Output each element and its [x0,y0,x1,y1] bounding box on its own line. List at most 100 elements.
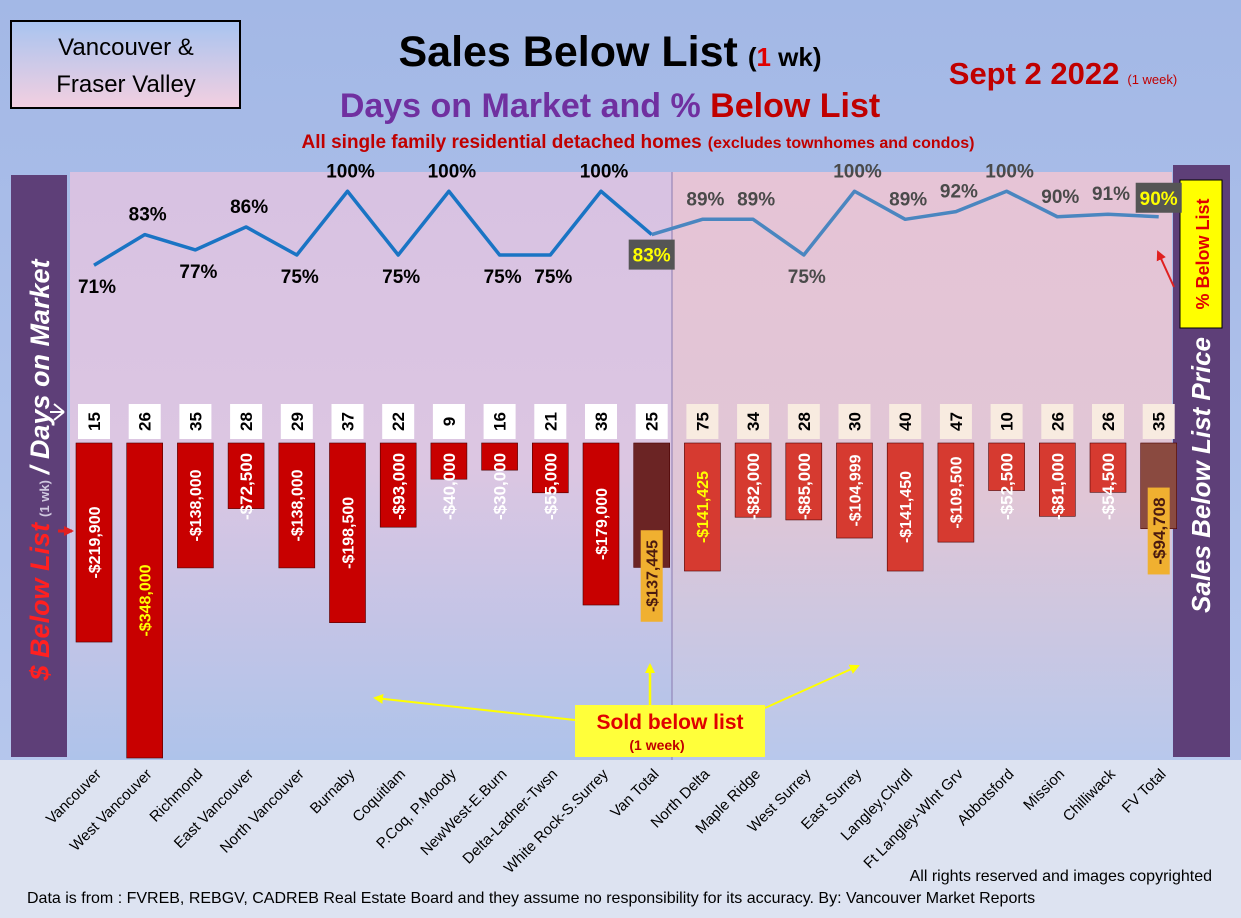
bar [329,442,366,623]
bar-value-label: -$55,000 [541,453,560,520]
date-main: Sept 2 2022 [949,56,1120,91]
bar [734,442,772,518]
days-labels-layer: 15 26 35 28 29 37 22 9 16 21 38 25 75 34 28 30 40 47 10 26 2… [78,404,1175,439]
bar [75,442,113,643]
bar-value-label: -$348,000 [137,564,154,636]
right-legend-box [1179,179,1223,329]
bar [937,442,975,543]
bar [379,442,417,528]
days-box [534,404,567,439]
percent-line-vancouver [93,189,653,267]
bar [126,442,163,759]
bar [684,442,721,572]
bar [582,442,620,606]
percent-value-label: 90% [1140,189,1178,210]
left-title-part2: (1 wk) [37,480,52,517]
days-box [838,404,871,439]
percent-value-label: 77% [179,262,217,283]
bar-value-label: -$30,000 [491,453,510,520]
bar-value-label: -$81,000 [1048,453,1067,520]
bar [177,442,214,569]
bar [988,442,1025,491]
bar-value-label: -$104,999 [847,454,864,526]
bar [1039,442,1076,517]
percent-value-label: 100% [428,161,477,182]
region-line2: Fraser Valley [56,71,196,98]
percent-label-highlight [628,239,675,270]
days-box [432,404,465,439]
plot-area-vancouver [70,172,672,760]
bar [430,442,468,480]
days-value-label: 40 [896,412,915,431]
percent-label-highlight [1135,182,1182,213]
bar-value-label: -$141,450 [898,471,915,543]
days-value-label: 26 [136,412,155,431]
left-title-part1: $ Below List [25,522,55,682]
percent-value-label: 75% [382,267,420,288]
bar [785,442,823,521]
bar-label-highlight [1147,487,1170,575]
days-box [280,404,313,439]
days-box [635,404,668,439]
percent-indicator-arrow-icon [1156,250,1175,288]
title-paren-number: 1 [756,42,770,72]
bar-value-label: -$54,500 [1099,453,1118,520]
days-value-label: 29 [288,412,307,431]
percent-value-label: 90% [1041,187,1079,208]
days-box [787,404,820,439]
bar-value-label: -$40,000 [440,453,459,520]
days-box [939,404,972,439]
bar-value-label: -$141,425 [695,471,712,543]
bar-value-label: -$93,000 [389,453,408,520]
left-side-panel [11,175,67,757]
days-value-label: 15 [85,412,104,431]
days-box [1142,404,1175,439]
region-line1: Vancouver & [58,34,194,61]
percent-value-label: 83% [633,246,671,267]
days-box [78,404,110,439]
days-box [230,404,263,439]
days-box [889,404,922,439]
days-box [382,404,415,439]
percent-value-label: 92% [940,182,978,203]
days-value-label: 35 [186,412,205,431]
date-note: (1 week) [1127,72,1177,87]
days-value-label: 30 [846,412,865,431]
bar-value-label: -$138,000 [188,469,205,541]
title-paren-rest: wk) [771,42,822,72]
bar-value-label: -$82,000 [744,453,763,520]
data-source-note: Data is from : FVREB, REBGV, CADREB Real… [27,890,1035,907]
right-legend-label: % Below List [1193,198,1213,309]
chart-subtitle: Days on Market and % Below List [340,87,880,125]
days-value-label: 22 [389,412,408,431]
bar-value-label: -$85,000 [795,453,814,520]
subtitle-part1: Days on Market and % [340,87,710,125]
days-box [483,404,516,439]
chart-title: Sales Below List (1 wk) [398,28,821,76]
axis-area-background [0,760,1241,918]
bar-value-label: -$138,000 [290,469,307,541]
chart-description: All single family residential detached h… [302,132,975,153]
days-value-label: 28 [237,412,256,431]
percent-value-label: 75% [788,267,826,288]
bar [227,442,265,509]
days-box [585,404,617,439]
percent-value-label: 89% [686,189,724,210]
days-value-label: 26 [1099,412,1118,431]
callout-line1: Sold below list [596,711,743,734]
callout-box [575,705,765,757]
bar [481,442,518,471]
bar-value-label: -$94,708 [1150,497,1169,564]
days-box [128,404,161,439]
percent-value-label: 91% [1092,184,1130,205]
percent-value-label: 75% [534,267,572,288]
days-value-label: 75 [693,412,712,431]
bar [886,442,924,572]
title-main: Sales Below List [398,28,737,76]
percent-value-label: 100% [985,161,1034,182]
bar [1089,442,1127,493]
description-main: All single family residential detached h… [302,132,702,153]
region-box [10,20,241,109]
days-value-label: 34 [744,412,763,431]
